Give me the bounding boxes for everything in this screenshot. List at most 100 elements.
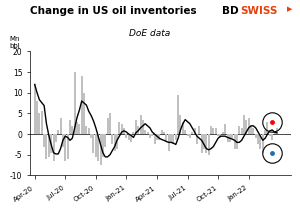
- Bar: [90, 134, 92, 138]
- Bar: [163, 132, 165, 134]
- Bar: [114, 134, 116, 151]
- Bar: [179, 116, 182, 134]
- Bar: [57, 130, 59, 134]
- Bar: [151, 134, 153, 136]
- Bar: [172, 134, 174, 144]
- Text: Change in US oil inventories: Change in US oil inventories: [30, 6, 197, 16]
- Text: DoE data: DoE data: [129, 29, 171, 38]
- Bar: [137, 126, 139, 134]
- Bar: [133, 132, 134, 134]
- Bar: [236, 134, 238, 149]
- Bar: [149, 134, 151, 138]
- Bar: [34, 85, 36, 134]
- Bar: [224, 124, 226, 134]
- Bar: [46, 134, 47, 159]
- Bar: [41, 111, 43, 134]
- Bar: [128, 134, 130, 140]
- Bar: [238, 126, 240, 134]
- Bar: [62, 134, 64, 147]
- Bar: [187, 134, 188, 136]
- Bar: [201, 134, 203, 153]
- Bar: [241, 128, 243, 134]
- Bar: [144, 130, 146, 134]
- Bar: [104, 134, 106, 147]
- Bar: [229, 134, 231, 142]
- Bar: [231, 134, 233, 138]
- Bar: [196, 134, 198, 144]
- Bar: [100, 134, 101, 165]
- Bar: [48, 134, 50, 157]
- Bar: [43, 134, 45, 147]
- Text: ▶: ▶: [286, 6, 292, 12]
- Bar: [245, 120, 247, 134]
- Bar: [234, 134, 236, 149]
- Bar: [262, 134, 264, 153]
- Bar: [210, 126, 212, 134]
- Bar: [264, 130, 266, 134]
- Bar: [189, 134, 191, 138]
- Text: Mn
bbl: Mn bbl: [9, 36, 20, 49]
- Bar: [266, 122, 268, 134]
- Bar: [198, 126, 200, 134]
- Bar: [158, 134, 160, 140]
- Bar: [142, 120, 144, 134]
- Bar: [125, 134, 128, 138]
- Bar: [74, 72, 76, 134]
- Bar: [215, 128, 217, 134]
- Bar: [135, 120, 137, 134]
- Bar: [88, 128, 90, 134]
- Bar: [69, 120, 71, 134]
- Bar: [217, 134, 219, 136]
- Bar: [147, 132, 148, 134]
- Bar: [260, 134, 261, 149]
- Bar: [274, 132, 275, 134]
- Bar: [109, 113, 111, 134]
- Bar: [76, 122, 78, 134]
- Bar: [102, 134, 104, 157]
- Bar: [208, 134, 210, 155]
- Text: SWISS: SWISS: [240, 6, 278, 16]
- Bar: [276, 128, 278, 134]
- Bar: [243, 116, 245, 134]
- Bar: [140, 116, 142, 134]
- Bar: [255, 134, 257, 138]
- Bar: [55, 134, 57, 142]
- Bar: [212, 128, 214, 134]
- Bar: [168, 134, 170, 151]
- Bar: [85, 126, 87, 134]
- Bar: [203, 134, 205, 149]
- Bar: [161, 130, 163, 134]
- Bar: [194, 128, 196, 134]
- Bar: [165, 134, 167, 142]
- Bar: [177, 95, 179, 134]
- Bar: [123, 128, 125, 134]
- Text: BD: BD: [222, 6, 238, 16]
- Bar: [50, 134, 52, 153]
- Bar: [67, 134, 69, 159]
- Bar: [106, 117, 109, 134]
- Bar: [222, 132, 224, 134]
- Bar: [36, 101, 38, 134]
- Bar: [38, 113, 40, 134]
- Bar: [226, 134, 229, 142]
- Bar: [271, 134, 273, 140]
- Bar: [64, 134, 66, 161]
- Bar: [81, 76, 83, 134]
- Bar: [220, 134, 221, 138]
- Bar: [78, 124, 80, 134]
- Bar: [269, 134, 271, 136]
- Bar: [154, 134, 156, 144]
- Bar: [250, 126, 252, 134]
- Bar: [60, 117, 61, 134]
- Bar: [248, 117, 250, 134]
- Bar: [97, 134, 99, 161]
- Bar: [130, 134, 132, 142]
- Bar: [257, 134, 259, 144]
- Bar: [83, 93, 85, 134]
- Bar: [92, 134, 95, 153]
- Bar: [170, 134, 172, 142]
- Bar: [182, 122, 184, 134]
- Bar: [71, 126, 73, 134]
- Bar: [252, 128, 254, 134]
- Bar: [184, 130, 186, 134]
